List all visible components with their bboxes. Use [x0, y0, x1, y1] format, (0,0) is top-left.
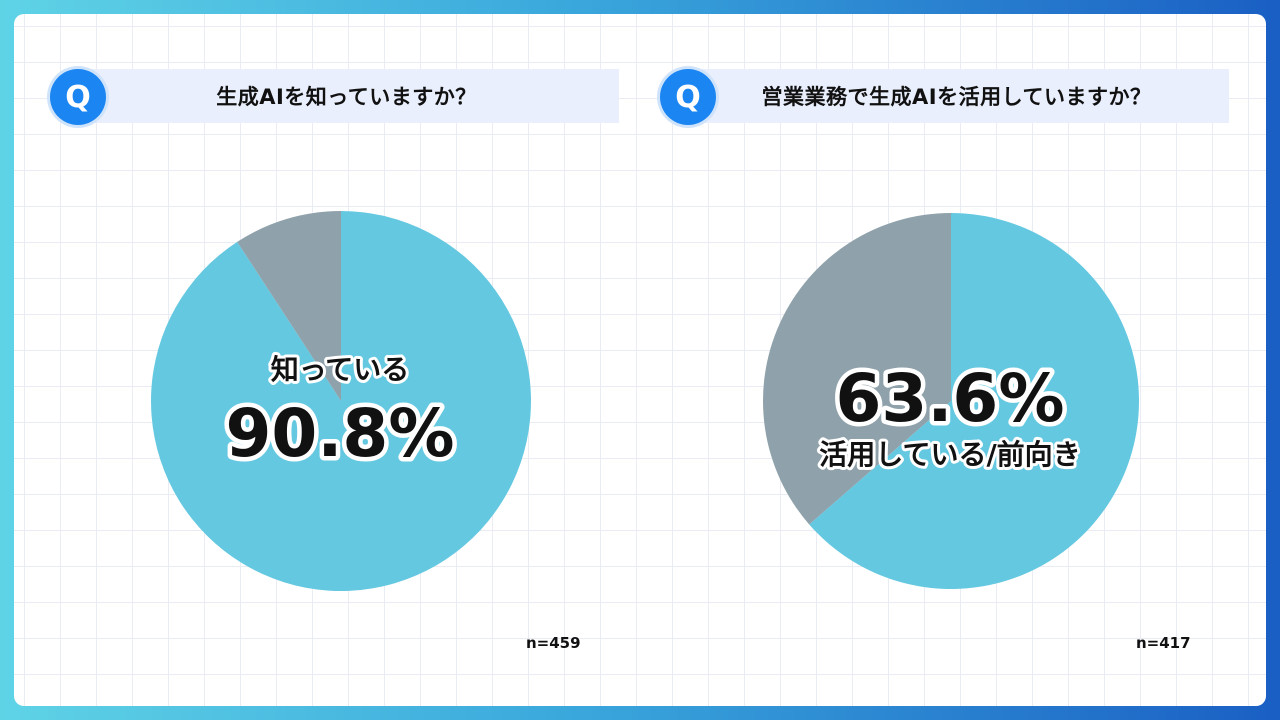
center-label: 活用している/前向き: [819, 438, 1080, 471]
question-title: 生成AIを知っていますか？: [216, 85, 477, 109]
chart-panel-usage: 営業業務で生成AIを活用していますか？ Q 63.6% 活用している/前向き n…: [660, 69, 1229, 669]
center-value: 90.8%: [226, 395, 455, 472]
pie-slice-main: [809, 213, 1139, 589]
question-title: 営業業務で生成AIを活用していますか？: [761, 85, 1152, 109]
sample-size: n=459: [526, 634, 581, 652]
chart-panel-awareness: 生成AIを知っていますか？ Q 知っている 90.8% n=459: [50, 69, 619, 669]
sample-size: n=417: [1136, 634, 1191, 652]
question-bar: 営業業務で生成AIを活用していますか？: [684, 69, 1229, 123]
pie-chart-awareness: 知っている 90.8%: [151, 211, 531, 591]
pie-slice-other: [237, 211, 341, 401]
question-icon: Q: [50, 69, 106, 125]
center-value: 63.6%: [836, 360, 1065, 437]
center-label: 知っている: [271, 353, 410, 386]
main-card: 生成AIを知っていますか？ Q 知っている 90.8% n=459 営業業務で生…: [14, 14, 1266, 706]
pie-slice-other: [763, 213, 951, 525]
question-icon: Q: [660, 69, 716, 125]
pie-chart-usage: 63.6% 活用している/前向き: [763, 213, 1139, 589]
question-bar: 生成AIを知っていますか？: [74, 69, 619, 123]
